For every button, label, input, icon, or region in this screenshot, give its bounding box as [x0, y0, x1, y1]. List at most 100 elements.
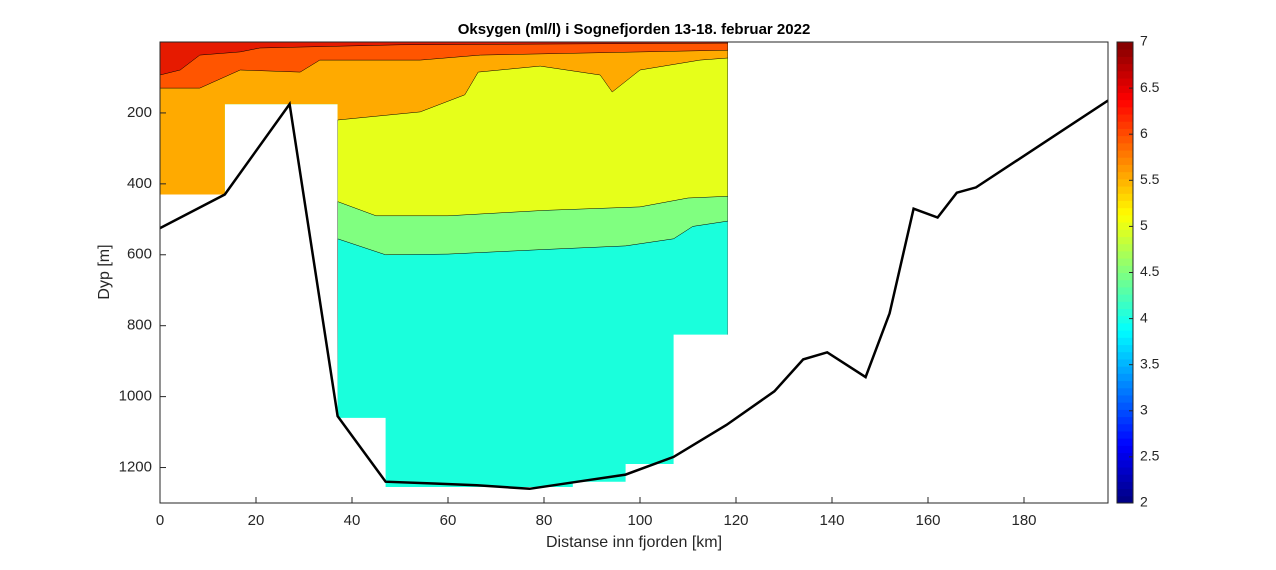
colorbar-cell: [1117, 243, 1133, 252]
colorbar-cell: [1117, 286, 1133, 295]
x-tick-label: 100: [627, 512, 652, 529]
x-tick-label: 40: [344, 512, 361, 529]
colorbar-cell: [1117, 258, 1133, 266]
colorbar-cell: [1117, 366, 1133, 374]
colorbar-cell: [1117, 171, 1133, 180]
colorbar-cell: [1117, 380, 1133, 389]
colorbar-tick-label: 5.5: [1140, 171, 1160, 187]
y-tick-label: 1000: [119, 388, 152, 405]
colorbar-cell: [1117, 330, 1133, 338]
colorbar-cell: [1117, 135, 1133, 144]
y-tick-label: 200: [127, 104, 152, 121]
colorbar-cell: [1117, 178, 1133, 187]
colorbar-tick-label: 2: [1140, 494, 1148, 510]
colorbar-cell: [1117, 56, 1133, 65]
colorbar-cell: [1117, 495, 1133, 504]
colorbar-cell: [1117, 99, 1133, 108]
x-tick-label: 160: [915, 512, 940, 529]
colorbar-cell: [1117, 92, 1133, 101]
x-axis-label: Distanse inn fjorden [km]: [546, 534, 722, 551]
colorbar-cell: [1117, 358, 1133, 367]
colorbar-cell: [1117, 114, 1133, 122]
colorbar-cell: [1117, 142, 1133, 151]
colorbar-cell: [1117, 373, 1133, 382]
colorbar-cell: [1117, 214, 1133, 223]
colorbar-cell: [1117, 474, 1133, 482]
colorbar-tick-label: 6.5: [1140, 79, 1160, 95]
colorbar-cell: [1117, 409, 1133, 418]
colorbar-cell: [1117, 63, 1133, 72]
colorbar-cell: [1117, 430, 1133, 439]
y-tick-label: 800: [127, 317, 152, 334]
colorbar-cell: [1117, 315, 1133, 324]
colorbar-tick-label: 3: [1140, 402, 1148, 418]
chart-title: Oksygen (ml/l) i Sognefjorden 13-18. feb…: [458, 21, 811, 38]
colorbar-tick-label: 5: [1140, 217, 1148, 233]
x-tick-label: 80: [536, 512, 553, 529]
y-axis-label: Dyp [m]: [96, 244, 113, 299]
colorbar-cell: [1117, 481, 1133, 490]
colorbar-cell: [1117, 207, 1133, 216]
colorbar-cell: [1117, 466, 1133, 475]
colorbar-cell: [1117, 42, 1133, 50]
colorbar-cell: [1117, 229, 1133, 237]
x-tick-label: 60: [440, 512, 457, 529]
colorbar-cell: [1117, 128, 1133, 137]
colorbar-cell: [1117, 222, 1133, 230]
colorbar-cell: [1117, 423, 1133, 432]
plot-frame: [159, 41, 1109, 504]
colorbar-cell: [1117, 164, 1133, 173]
colorbar-cell: [1117, 294, 1133, 302]
colorbar-cell: [1117, 85, 1133, 93]
contour-region: [160, 42, 728, 89]
colorbar-tick-label: 6: [1140, 125, 1148, 141]
x-tick-label: 120: [723, 512, 748, 529]
colorbar-cell: [1117, 279, 1133, 288]
contour-region: [160, 42, 728, 76]
colorbar-cell: [1117, 150, 1133, 158]
x-tick-label: 0: [156, 512, 164, 529]
colorbar-cell: [1117, 322, 1133, 331]
colorbar-cell: [1117, 106, 1133, 115]
colorbar-cell: [1117, 70, 1133, 79]
colorbar-cell: [1117, 337, 1133, 346]
colorbar-cell: [1117, 488, 1133, 497]
colorbar-cell: [1117, 416, 1133, 425]
colorbar-cell: [1117, 78, 1133, 86]
colorbar-tick-label: 4: [1140, 309, 1148, 325]
colorbar-cell: [1117, 157, 1133, 165]
colorbar-cell: [1117, 250, 1133, 259]
x-tick-label: 140: [819, 512, 844, 529]
colorbar-cell: [1117, 272, 1133, 281]
colorbar-cell: [1117, 351, 1133, 360]
colorbar-cell: [1117, 402, 1133, 410]
colorbar-tick-label: 2.5: [1140, 448, 1160, 464]
contour-fill: [160, 42, 728, 487]
colorbar-tick-label: 3.5: [1140, 355, 1160, 371]
colorbar-tick-label: 7: [1140, 33, 1148, 49]
colorbar-cell: [1117, 186, 1133, 194]
bottom-profile: [160, 99, 1108, 491]
y-tick-label: 600: [127, 246, 152, 263]
colorbar-cell: [1117, 452, 1133, 461]
y-tick-label: 400: [127, 175, 152, 192]
colorbar-cell: [1117, 344, 1133, 353]
colorbar-cell: [1117, 236, 1133, 245]
colorbar-cell: [1117, 438, 1133, 446]
colorbar-cell: [1117, 394, 1133, 403]
y-tick-label: 1200: [119, 459, 152, 476]
colorbar-cell: [1117, 265, 1133, 273]
colorbar-cell: [1117, 301, 1133, 310]
colorbar-tick-label: 4.5: [1140, 263, 1160, 279]
colorbar-cell: [1117, 387, 1133, 396]
colorbar-cell: [1117, 308, 1133, 317]
colorbar-cell: [1117, 445, 1133, 454]
colorbar-cell: [1117, 49, 1133, 57]
x-tick-label: 20: [248, 512, 265, 529]
colorbar-cell: [1117, 121, 1133, 129]
colorbar-cell: [1117, 200, 1133, 209]
colorbar-cell: [1117, 459, 1133, 468]
colorbar-cell: [1117, 193, 1133, 201]
